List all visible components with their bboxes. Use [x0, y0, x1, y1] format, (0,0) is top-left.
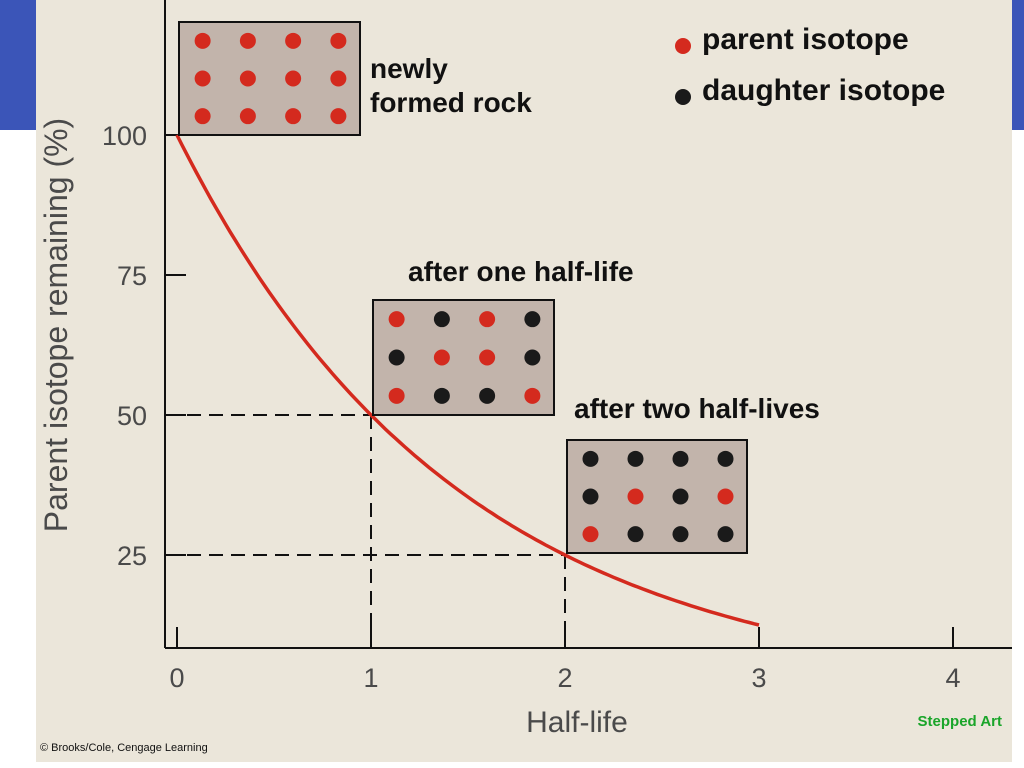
daughter-atom-dot — [524, 311, 541, 328]
parent-atom-dot — [433, 349, 450, 366]
daughter-atom-dot — [672, 450, 689, 467]
legend-label: parent isotope — [702, 23, 909, 56]
daughter-atom-dot — [717, 526, 734, 543]
daughter-atom-dot — [433, 311, 450, 328]
parent-atom-dot — [285, 70, 302, 87]
sample-label: formed rock — [370, 87, 532, 118]
parent-atom-dot — [239, 70, 256, 87]
x-tick-label: 1 — [363, 663, 378, 693]
sample-label: after one half-life — [408, 256, 634, 287]
parent-atom-dot — [330, 108, 347, 125]
sample-box-2: after one half-life — [372, 256, 634, 416]
legend-marker — [675, 38, 691, 54]
parent-atom-dot — [479, 311, 496, 328]
parent-atom-dot — [627, 488, 644, 505]
decay-curve-line — [175, 134, 760, 627]
daughter-atom-dot — [582, 450, 599, 467]
y-tick-label: 50 — [117, 401, 147, 431]
y-axis-title: Parent isotope remaining (%) — [38, 118, 74, 532]
parent-atom-dot — [239, 108, 256, 125]
x-tick-label: 0 — [169, 663, 184, 693]
parent-atom-dot — [194, 70, 211, 87]
sample-label: after two half-lives — [574, 393, 820, 424]
x-axis-title: Half-life — [526, 706, 628, 739]
sample-label: newly — [370, 53, 448, 84]
legend-layer: parent isotope daughter isotope — [675, 23, 945, 107]
x-tick-label: 2 — [557, 663, 572, 693]
parent-atom-dot — [717, 488, 734, 505]
daughter-atom-dot — [479, 387, 496, 404]
parent-atom-dot — [388, 311, 405, 328]
legend-label: daughter isotope — [702, 74, 945, 107]
side-band-left — [0, 0, 36, 130]
daughter-atom-dot — [717, 450, 734, 467]
parent-atom-dot — [285, 108, 302, 125]
parent-atom-dot — [524, 387, 541, 404]
parent-atom-dot — [194, 108, 211, 125]
daughter-atom-dot — [388, 349, 405, 366]
sample-box-3: after two half-lives — [566, 393, 820, 554]
daughter-atom-dot — [582, 488, 599, 505]
copyright-credit: © Brooks/Cole, Cengage Learning — [40, 742, 208, 754]
parent-atom-dot — [582, 526, 599, 543]
parent-atom-dot — [330, 32, 347, 49]
legend-marker — [675, 89, 691, 105]
y-tick-label: 25 — [117, 541, 147, 571]
daughter-atom-dot — [433, 387, 450, 404]
parent-atom-dot — [285, 32, 302, 49]
parent-atom-dot — [388, 387, 405, 404]
daughter-atom-dot — [524, 349, 541, 366]
axes-layer: 0 1 2 3 4 100 75 50 25 — [102, 0, 1012, 693]
daughter-atom-dot — [627, 450, 644, 467]
parent-atom-dot — [479, 349, 496, 366]
decay-curve-layer — [175, 134, 760, 627]
parent-atom-dot — [194, 32, 211, 49]
y-tick-label: 100 — [102, 121, 147, 151]
daughter-atom-dot — [627, 526, 644, 543]
guide-lines-layer — [165, 414, 566, 648]
y-tick-label: 75 — [117, 261, 147, 291]
parent-atom-dot — [239, 32, 256, 49]
side-band-right — [1012, 0, 1024, 130]
stepped-art-label: Stepped Art — [917, 713, 1002, 730]
x-tick-label: 3 — [751, 663, 766, 693]
daughter-atom-dot — [672, 488, 689, 505]
daughter-atom-dot — [672, 526, 689, 543]
parent-atom-dot — [330, 70, 347, 87]
x-tick-label: 4 — [945, 663, 960, 693]
